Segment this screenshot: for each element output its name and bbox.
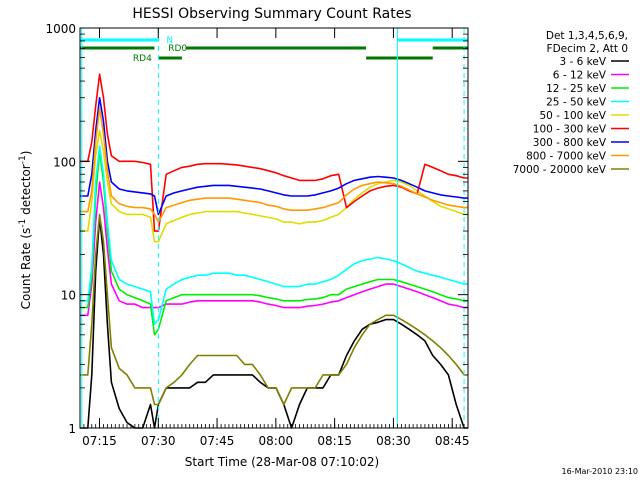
legend-label-300-800-kev: 300 - 800 keV [533,137,607,149]
series-line-50-100-kev [80,129,468,243]
x-axis-label: Start Time (28-Mar-08 07:10:02) [185,455,379,469]
legend-header-line-1: Det 1,3,4,5,6,9, [546,30,628,42]
series-line-6-12-kev [80,181,468,317]
x-tick-label: 08:00 [259,434,294,448]
series-line-800-7000-kev [80,107,468,223]
series-line-25-50-kev [80,145,468,326]
x-tick-label: 08:30 [376,434,411,448]
legend-label-3-6-kev: 3 - 6 keV [559,56,606,68]
legend-label-100-300-kev: 100 - 300 keV [533,124,607,136]
y-tick-label: 1 [68,422,76,436]
series-lines [80,73,468,429]
plot-frame [79,27,469,429]
x-tick-label: 07:15 [82,434,117,448]
legend-label-7000-20000-kev: 7000 - 20000 keV [513,164,607,176]
y-tick-label: 10 [61,289,76,303]
series-line-3-6-kev [80,216,468,429]
x-tick-label: 08:15 [317,434,352,448]
series-line-300-800-kev [80,96,468,216]
x-tick-label: 07:30 [141,434,176,448]
axis-ticks: 07:15 07:30 07:45 08:00 08:15 08:30 08:45 1 10 10… [45,22,469,448]
legend: Det 1,3,4,5,6,9, FDecim 2, Att 0 3 - 6 k… [513,30,629,176]
y-tick-label: 100 [53,155,76,169]
y-axis-label: Count Rate (s-1 detector-1) [18,151,33,310]
generation-timestamp: 16-Mar-2010 23:10 [562,467,639,476]
series-line-7000-20000-kev [80,213,468,406]
y-tick-label: 1000 [45,22,76,36]
x-tick-label: 07:45 [200,434,235,448]
legend-label-12-25-kev: 12 - 25 keV [546,83,607,95]
vertical-markers [81,28,465,428]
legend-label-6-12-kev: 6 - 12 keV [553,70,607,82]
chart-title: HESSI Observing Summary Count Rates [132,6,411,22]
series-line-12-25-kev [80,150,468,336]
series-line-100-300-kev [80,73,468,232]
legend-label-50-100-kev: 50 - 100 keV [539,110,606,122]
legend-label-25-50-kev: 25 - 50 keV [546,97,607,109]
legend-header-line-2: FDecim 2, Att 0 [547,43,628,55]
flag-label-rd4: RD4 [133,54,152,64]
flag-label-rd0: RD0 [168,44,187,54]
flag-label-n: N [166,36,173,46]
legend-label-800-7000-kev: 800 - 7000 keV [526,151,607,163]
x-tick-label: 08:45 [435,434,470,448]
